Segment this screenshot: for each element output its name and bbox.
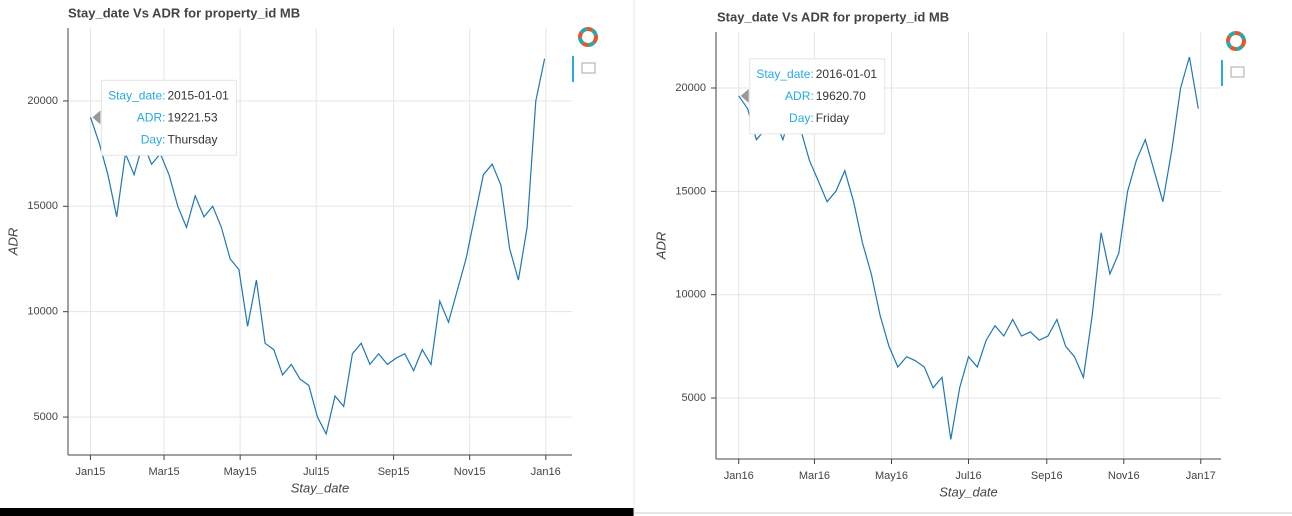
x-tick-label: Mar15	[148, 466, 179, 478]
x-tick-label: Mar16	[799, 470, 830, 482]
y-tick-label: 10000	[675, 289, 706, 301]
tooltip-label: Stay_date:	[756, 67, 813, 81]
tool-active	[572, 56, 574, 82]
y-axis-label: ADR	[653, 232, 668, 260]
tool-active	[1221, 60, 1223, 86]
tooltip-label: ADR:	[137, 111, 166, 125]
y-tick-label: 5000	[34, 411, 58, 423]
x-tick-label: Sep16	[1031, 470, 1063, 482]
x-tick-label: Nov16	[1108, 470, 1140, 482]
tooltip	[749, 58, 886, 135]
y-tick-label: 20000	[27, 95, 58, 107]
tooltip-pointer	[92, 110, 101, 125]
tooltip-label: Day:	[789, 111, 814, 125]
data-line	[89, 58, 546, 436]
x-tick-label: Jan16	[531, 466, 561, 478]
chart-title: Stay_date Vs ADR for property_id MB	[68, 5, 300, 20]
y-tick-label: 20000	[675, 82, 706, 94]
bokeh-logo[interactable]	[578, 27, 598, 47]
tooltip-label: ADR:	[785, 89, 814, 103]
toolbar[interactable]	[572, 27, 1246, 86]
tooltip	[100, 79, 237, 156]
chart-title: Stay_date Vs ADR for property_id MB	[717, 9, 949, 24]
tooltip-value: 19221.53	[167, 111, 217, 125]
x-tick-label: May16	[875, 470, 908, 482]
x-tick-label: Jan16	[724, 470, 754, 482]
data-line	[738, 56, 1199, 440]
x-tick-label: Jan17	[1186, 470, 1216, 482]
tooltip-value: Thursday	[167, 133, 217, 147]
tooltip-value: 19620.70	[816, 89, 866, 103]
x-axis-label: Stay_date	[291, 480, 350, 495]
y-axis-label: ADR	[5, 228, 20, 256]
y-tick-label: 10000	[27, 306, 58, 318]
hover-tool[interactable]	[581, 62, 596, 74]
tooltip-value: 2016-01-01	[816, 67, 878, 81]
tooltip-value: 2015-01-01	[167, 89, 229, 103]
x-tick-label: Nov15	[454, 466, 486, 478]
bokeh-logo[interactable]	[1226, 31, 1246, 51]
y-tick-label: 5000	[682, 392, 706, 404]
y-tick-label: 15000	[27, 200, 58, 212]
tooltip-label: Stay_date:	[108, 89, 165, 103]
hover-tool[interactable]	[1230, 66, 1245, 78]
x-tick-label: Sep15	[378, 466, 410, 478]
tooltip-pointer	[740, 88, 749, 103]
y-tick-label: 15000	[675, 185, 706, 197]
window-bar	[0, 508, 634, 516]
x-tick-label: Jan15	[75, 466, 105, 478]
tooltip-label: Day:	[141, 133, 166, 147]
tooltip-value: Friday	[816, 111, 849, 125]
x-tick-label: May15	[224, 466, 257, 478]
x-tick-label: Jul16	[955, 470, 981, 482]
x-axis-label: Stay_date	[939, 484, 998, 499]
x-tick-label: Jul15	[303, 466, 329, 478]
